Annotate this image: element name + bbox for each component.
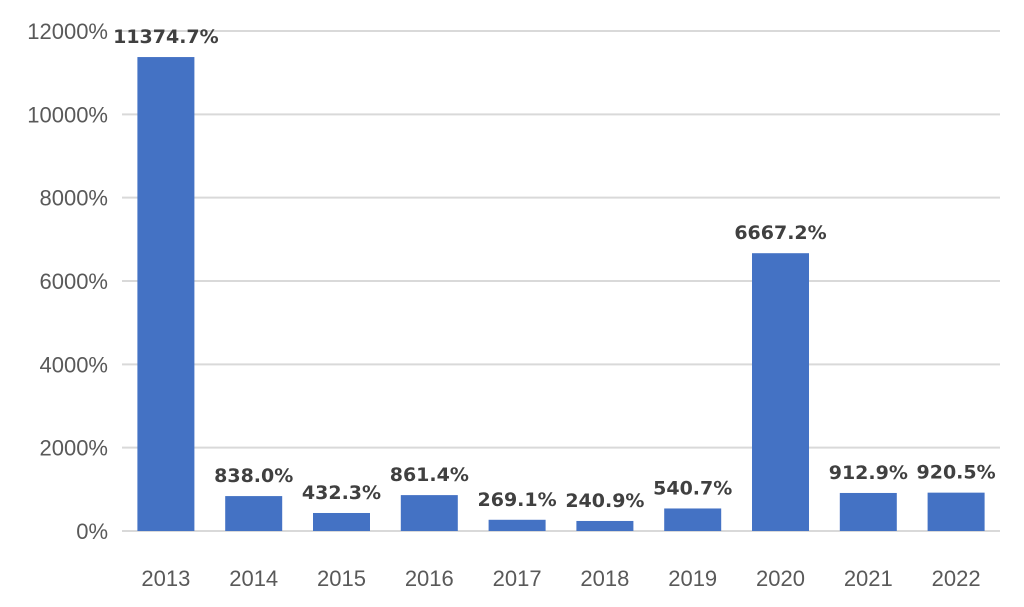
data-label-2020: 6667.2% [734,222,826,244]
data-labels: 11374.7% 838.0% 432.3% 861.4% 269.1% 240.9% 54… [113,26,996,512]
x-tick-label-2015: 2015 [317,566,366,591]
x-tick-label-2014: 2014 [229,566,278,591]
data-label-2016: 861.4% [390,464,469,486]
bar-2021 [839,492,897,531]
x-tick-label-2020: 2020 [756,566,805,591]
x-tick-label-2019: 2019 [668,566,717,591]
data-label-2014: 838.0% [214,465,293,487]
bar-2017 [488,519,546,531]
data-label-2017: 269.1% [478,489,557,511]
data-label-2021: 912.9% [829,462,908,484]
x-axis-ticks: 2013 2014 2015 2016 2017 2018 2019 2020 2021 2022 [141,566,980,591]
y-tick-label: 0% [76,519,108,544]
bar-2019 [664,508,722,531]
bar-2015 [313,512,370,531]
data-label-2022: 920.5% [917,462,996,484]
y-tick-label: 4000% [39,352,108,377]
x-tick-label-2018: 2018 [580,566,629,591]
data-label-2013: 11374.7% [113,26,219,48]
y-tick-label: 8000% [39,186,108,211]
y-axis-ticks: 0% 2000% 4000% 6000% 8000% 10000% 12000% [27,19,108,544]
x-tick-label-2016: 2016 [405,566,454,591]
y-tick-label: 10000% [27,102,108,127]
bar-2013 [137,57,195,531]
bar-2022 [927,492,985,531]
bar-2018 [576,520,634,531]
x-tick-label-2021: 2021 [844,566,893,591]
bar-2014 [225,496,283,531]
data-label-2015: 432.3% [302,482,381,504]
gridlines [122,30,1000,532]
x-tick-label-2013: 2013 [141,566,190,591]
bar-2020 [752,253,809,531]
y-tick-label: 6000% [39,269,108,294]
y-tick-label: 2000% [39,436,108,461]
y-tick-label: 12000% [27,19,108,44]
bars [137,57,985,531]
bar-2016 [400,495,458,531]
x-tick-label-2017: 2017 [493,566,542,591]
data-label-2018: 240.9% [565,490,644,512]
data-label-2019: 540.7% [653,477,732,499]
x-tick-label-2022: 2022 [932,566,981,591]
